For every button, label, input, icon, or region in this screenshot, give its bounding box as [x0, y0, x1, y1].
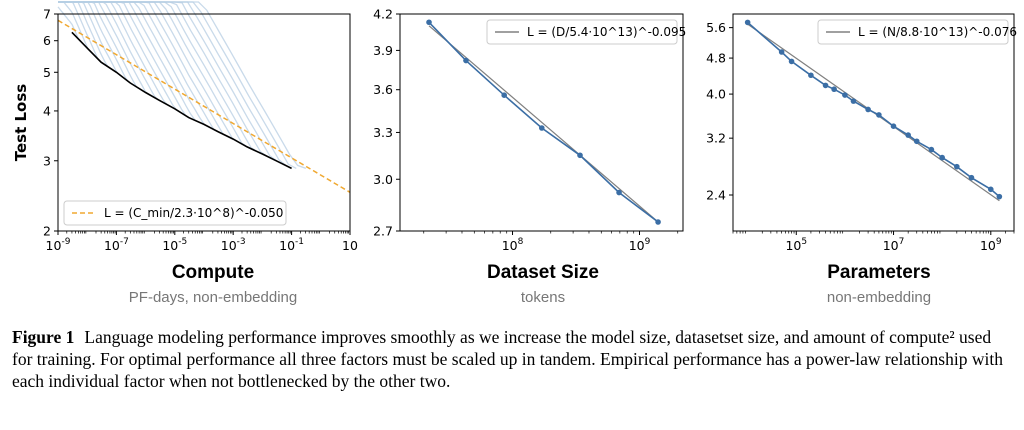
compute-legend: L = (C_min/2.3·10^8)^-0.050	[63, 200, 287, 226]
compute-xtick-label: 10	[342, 238, 358, 253]
dataset-data-point	[463, 57, 469, 64]
params-data-point	[954, 163, 960, 170]
dataset-data-point	[577, 152, 583, 159]
compute-frame	[57, 13, 351, 232]
params-data-point	[913, 138, 920, 145]
compute-frontier-line	[71, 31, 292, 170]
compute-xtick-label: 10-3	[221, 237, 246, 253]
dataset-ytick-label: 3.6	[373, 82, 393, 97]
dataset-data-point	[538, 125, 545, 131]
params-data-point	[996, 193, 1003, 200]
compute-panel-subtitle: PF-days, non-embedding	[128, 289, 298, 306]
params-data-point	[905, 132, 911, 138]
compute-xtick-label: 10-5	[162, 237, 187, 253]
dataset-data-point	[501, 92, 508, 98]
dataset-xtick-label: 109	[629, 237, 651, 253]
params-data-point	[788, 58, 795, 65]
params-data-point	[865, 106, 871, 113]
training-run-curve	[58, 1, 114, 71]
dataset-ytick-label: 2.7	[373, 224, 393, 239]
params-data-point	[778, 49, 785, 55]
compute-panel-title: Compute	[171, 262, 255, 283]
dataset-panel-title: Dataset Size	[487, 262, 599, 283]
dataset-ytick-label: 3.3	[373, 125, 393, 140]
params-ytick-label: 4.8	[706, 51, 726, 66]
dataset-frame	[399, 13, 684, 232]
params-data-point	[890, 123, 897, 129]
compute-xtick-label: 10-1	[279, 237, 304, 253]
params-xtick-label: 107	[883, 237, 905, 253]
training-run-curve	[58, 1, 249, 148]
figure-charts: 10-9 10-7 10-5 10-3 10-1 10 2 3 4 5 6 7 Test Loss L =…	[12, 1, 1017, 306]
compute-legend-box	[63, 200, 287, 226]
params-data-point	[987, 186, 994, 193]
dataset-fit-line	[428, 25, 659, 223]
params-ytick-label: 3.2	[706, 131, 726, 146]
compute-xtick-label: 10-9	[46, 237, 71, 253]
params-data-point	[928, 146, 935, 153]
params-ytick-label: 4.0	[706, 87, 726, 102]
params-data-point	[968, 174, 975, 181]
params-data-point	[876, 112, 882, 118]
dataset-ytick-label: 4.2	[373, 7, 393, 22]
caption-text: Language modeling performance improves s…	[12, 327, 1003, 391]
dataset-ytick-label: 3.0	[373, 172, 393, 187]
params-xtick-label: 105	[785, 237, 807, 253]
training-run-curve	[57, 6, 85, 46]
params-data-line	[747, 21, 1000, 198]
figure-label: Figure 1	[12, 327, 75, 347]
params-data-point	[939, 154, 945, 161]
compute-fit-line	[57, 19, 351, 193]
params-legend: L = (N/8.8·10^13)^-0.076	[817, 19, 1017, 45]
compute-ytick-label: 3	[43, 153, 51, 168]
params-xtick-label: 109	[980, 237, 1002, 253]
dataset-legend-box	[486, 19, 678, 45]
params-ytick-label: 5.6	[706, 20, 726, 35]
params-panel-subtitle: non-embedding	[826, 289, 932, 306]
training-run-curve	[58, 1, 288, 167]
params-data-point	[842, 92, 848, 98]
compute-ytick-label: 6	[43, 33, 51, 48]
dataset-xtick-label: 108	[502, 237, 524, 253]
params-ytick-label: 2.4	[706, 187, 726, 202]
compute-xtick-label: 10-7	[104, 237, 129, 253]
compute-ytick-label: 7	[43, 7, 51, 22]
compute-ytick-label: 5	[43, 65, 51, 80]
charts-svg: 10-9 10-7 10-5 10-3 10-1 10 2 3 4 5 6 7 Test Loss L =…	[12, 1, 1017, 253]
params-data-point	[744, 19, 751, 26]
params-legend-box	[817, 19, 1009, 45]
params-data-point	[831, 86, 837, 93]
dataset-legend: L = (D/5.4·10^13)^-0.095	[486, 19, 686, 45]
dataset-ytick-label: 3.9	[373, 43, 393, 58]
params-data-point	[808, 72, 814, 79]
compute-ytick-label: 4	[43, 103, 51, 118]
y-axis-label: Test Loss	[12, 84, 30, 162]
params-panel-title: Parameters	[827, 262, 931, 283]
params-data-point	[850, 98, 857, 104]
dataset-legend-label: L = (D/5.4·10^13)^-0.095	[527, 25, 686, 39]
params-data-point	[822, 82, 829, 89]
training-run-curve	[58, 1, 278, 162]
training-run-curve	[58, 1, 230, 138]
compute-ytick-label: 2	[43, 224, 51, 239]
figure-caption: Figure 1 Language modeling performance im…	[12, 326, 1012, 392]
dataset-data-point	[616, 189, 622, 196]
dataset-panel-subtitle: tokens	[520, 289, 566, 306]
training-run-curve	[58, 1, 124, 78]
compute-legend-label: L = (C_min/2.3·10^8)^-0.050	[104, 206, 283, 220]
params-frame	[732, 13, 1015, 232]
dataset-data-point	[655, 219, 661, 225]
training-run-curve	[58, 1, 307, 170]
dataset-data-point	[426, 19, 432, 26]
params-legend-label: L = (N/8.8·10^13)^-0.076	[858, 25, 1017, 39]
